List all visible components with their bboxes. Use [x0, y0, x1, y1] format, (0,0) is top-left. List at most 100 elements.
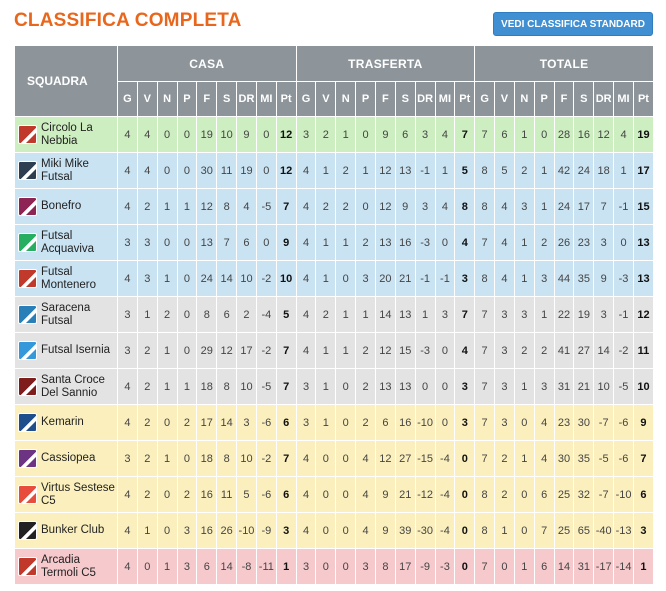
- standings-table: SQUADRA CASA TRASFERTA TOTALE G V N P F S DR MI…: [14, 45, 655, 585]
- totale-p-cell: 4: [533, 440, 555, 477]
- team-cell[interactable]: Cassiopea: [14, 440, 118, 477]
- table-row[interactable]: Arcadia Termoli C5 4 0 1 3 6 14 -8 -11 1 3 0 0 3 8 17 -9…: [14, 548, 655, 585]
- totale-p-cell: 7: [533, 512, 555, 549]
- casa-g-cell: 4: [117, 116, 138, 153]
- table-row[interactable]: Saracena Futsal 3 1 2 0 8 6 2 -4 5 4 2 1 1 14 13 1 3 7 7 3 3 1…: [14, 296, 655, 333]
- casa-v-cell: 1: [136, 512, 158, 549]
- trasferta-mi-cell: 0: [434, 368, 456, 405]
- casa-v-cell: 0: [136, 548, 158, 585]
- casa-f-cell: 30: [196, 152, 218, 189]
- team-name[interactable]: Bonefro: [41, 200, 82, 212]
- casa-mi-cell: -5: [255, 188, 277, 225]
- team-name[interactable]: Saracena Futsal: [41, 301, 91, 327]
- trasferta-n-cell: 0: [335, 368, 357, 405]
- casa-s-cell: 11: [216, 476, 238, 513]
- team-name[interactable]: Arcadia Termoli C5: [41, 553, 96, 579]
- team-name[interactable]: Santa Croce Del Sannio: [41, 373, 105, 399]
- team-cell[interactable]: Futsal Isernia: [14, 332, 118, 369]
- casa-s-cell: 8: [216, 368, 238, 405]
- team-cell[interactable]: Miki Mike Futsal: [14, 152, 118, 189]
- totale-f-cell: 30: [553, 440, 575, 477]
- trasferta-g-cell: 4: [295, 152, 317, 189]
- casa-dr-cell: 3: [236, 404, 257, 441]
- casa-p-cell: 0: [176, 260, 198, 297]
- totale-p-cell: 1: [533, 188, 555, 225]
- team-cell[interactable]: Futsal Acquaviva: [14, 224, 118, 261]
- casa-dr-cell: 4: [236, 188, 257, 225]
- team-name[interactable]: Futsal Isernia: [41, 344, 111, 356]
- totale-mi-cell: 1: [613, 152, 634, 189]
- table-row[interactable]: Santa Croce Del Sannio 4 2 1 1 18 8 10 -5 7 3 1 0 2 13…: [14, 368, 655, 405]
- header-trasferta-s: S: [394, 81, 416, 117]
- trasferta-s-cell: 21: [394, 476, 416, 513]
- page-title: CLASSIFICA COMPLETA: [14, 10, 242, 31]
- team-name[interactable]: Bunker Club: [41, 524, 105, 536]
- team-name[interactable]: Futsal Acquaviva: [41, 229, 95, 255]
- trasferta-s-cell: 13: [394, 368, 416, 405]
- totale-pt-cell: 3: [632, 512, 655, 549]
- team-logo-icon: [18, 377, 37, 396]
- trasferta-f-cell: 8: [374, 548, 396, 585]
- trasferta-dr-cell: -1: [414, 152, 436, 189]
- header-casa-s: S: [216, 81, 238, 117]
- totale-f-cell: 24: [553, 188, 575, 225]
- team-cell[interactable]: Arcadia Termoli C5: [14, 548, 118, 585]
- team-cell[interactable]: Futsal Montenero: [14, 260, 118, 297]
- table-row[interactable]: Circolo La Nebbia 4 4 0 0 19 10 9 0 12 3 2 1 0 9 6 3 4 7 7 6…: [14, 116, 655, 153]
- team-cell[interactable]: Bunker Club: [14, 512, 118, 549]
- totale-v-cell: 3: [494, 368, 515, 405]
- table-row[interactable]: Cassiopea 3 2 1 0 18 8 10 -2 7 4 0 0 4 12 27 -15 -4 0 7 2 1 4 3…: [14, 440, 655, 477]
- totale-p-cell: 2: [533, 332, 555, 369]
- casa-s-cell: 8: [216, 440, 238, 477]
- totale-p-cell: 6: [533, 476, 555, 513]
- table-row[interactable]: Futsal Isernia 3 2 1 0 29 12 17 -2 7 4 1 1 2 12 15 -3 0 4 7…: [14, 332, 655, 369]
- trasferta-dr-cell: -9: [414, 548, 436, 585]
- totale-s-cell: 23: [573, 224, 595, 261]
- trasferta-dr-cell: 1: [414, 296, 436, 333]
- casa-p-cell: 0: [176, 440, 198, 477]
- table-row[interactable]: Bonefro 4 2 1 1 12 8 4 -5 7 4 2 2 0 12 9 3 4 8 8 4 3 1 24 17 7 -1 1…: [14, 188, 655, 225]
- team-cell[interactable]: Santa Croce Del Sannio: [14, 368, 118, 405]
- team-cell[interactable]: Bonefro: [14, 188, 118, 225]
- team-logo-icon: [18, 233, 37, 252]
- table-row[interactable]: Kemarin 4 2 0 2 17 14 3 -6 6 3 1 0 2 6 16 -10 0 3 7 3 0 4 23 30-…: [14, 404, 655, 441]
- team-name[interactable]: Kemarin: [41, 416, 84, 428]
- team-cell[interactable]: Saracena Futsal: [14, 296, 118, 333]
- table-row[interactable]: Virtus Sestese C5 4 2 0 2 16 11 5 -6 6 4 0 0 4 9 21 -12-…: [14, 476, 655, 513]
- table-row[interactable]: Futsal Montenero 4 3 1 0 24 14 10 -2 10 4 1 0 3 20 21 -1…: [14, 260, 655, 297]
- casa-s-cell: 6: [216, 296, 238, 333]
- trasferta-s-cell: 16: [394, 404, 416, 441]
- totale-p-cell: 1: [533, 296, 555, 333]
- team-name[interactable]: Miki Mike Futsal: [41, 157, 89, 183]
- view-standard-standings-button[interactable]: VEDI CLASSIFICA STANDARD: [493, 12, 653, 36]
- team-name[interactable]: Virtus Sestese C5: [41, 481, 115, 507]
- team-name[interactable]: Futsal Montenero: [41, 265, 96, 291]
- trasferta-dr-cell: -1: [414, 260, 436, 297]
- table-row[interactable]: Futsal Acquaviva 3 3 0 0 13 7 6 0 9 4 1 1 2 13 16 -3 0 4 7 4…: [14, 224, 655, 261]
- totale-dr-cell: 3: [593, 224, 615, 261]
- totale-g-cell: 8: [474, 260, 496, 297]
- trasferta-g-cell: 4: [295, 476, 317, 513]
- casa-s-cell: 14: [216, 404, 238, 441]
- team-name[interactable]: Circolo La Nebbia: [41, 121, 93, 147]
- casa-g-cell: 4: [117, 404, 138, 441]
- casa-s-cell: 14: [216, 548, 238, 585]
- trasferta-g-cell: 3: [295, 404, 317, 441]
- totale-dr-cell: -17: [593, 548, 615, 585]
- totale-n-cell: 1: [513, 116, 535, 153]
- trasferta-s-cell: 13: [394, 152, 416, 189]
- team-name[interactable]: Cassiopea: [41, 452, 96, 464]
- team-logo-icon: [18, 161, 37, 180]
- team-cell[interactable]: Virtus Sestese C5: [14, 476, 118, 513]
- table-row[interactable]: Bunker Club 4 1 0 3 16 26 -10 -9 3 4 0 0 4 9 39 -30 -4 0 8 1…: [14, 512, 655, 549]
- trasferta-p-cell: 2: [355, 368, 376, 405]
- table-row[interactable]: Miki Mike Futsal 4 4 0 0 30 11 19 0 12 4 1 2 1 12 13 -1 1…: [14, 152, 655, 189]
- casa-dr-cell: 17: [236, 332, 257, 369]
- team-cell[interactable]: Kemarin: [14, 404, 118, 441]
- totale-v-cell: 3: [494, 404, 515, 441]
- trasferta-s-cell: 15: [394, 332, 416, 369]
- totale-pt-cell: 7: [632, 440, 655, 477]
- totale-f-cell: 25: [553, 512, 575, 549]
- casa-pt-cell: 5: [275, 296, 297, 333]
- team-cell[interactable]: Circolo La Nebbia: [14, 116, 118, 153]
